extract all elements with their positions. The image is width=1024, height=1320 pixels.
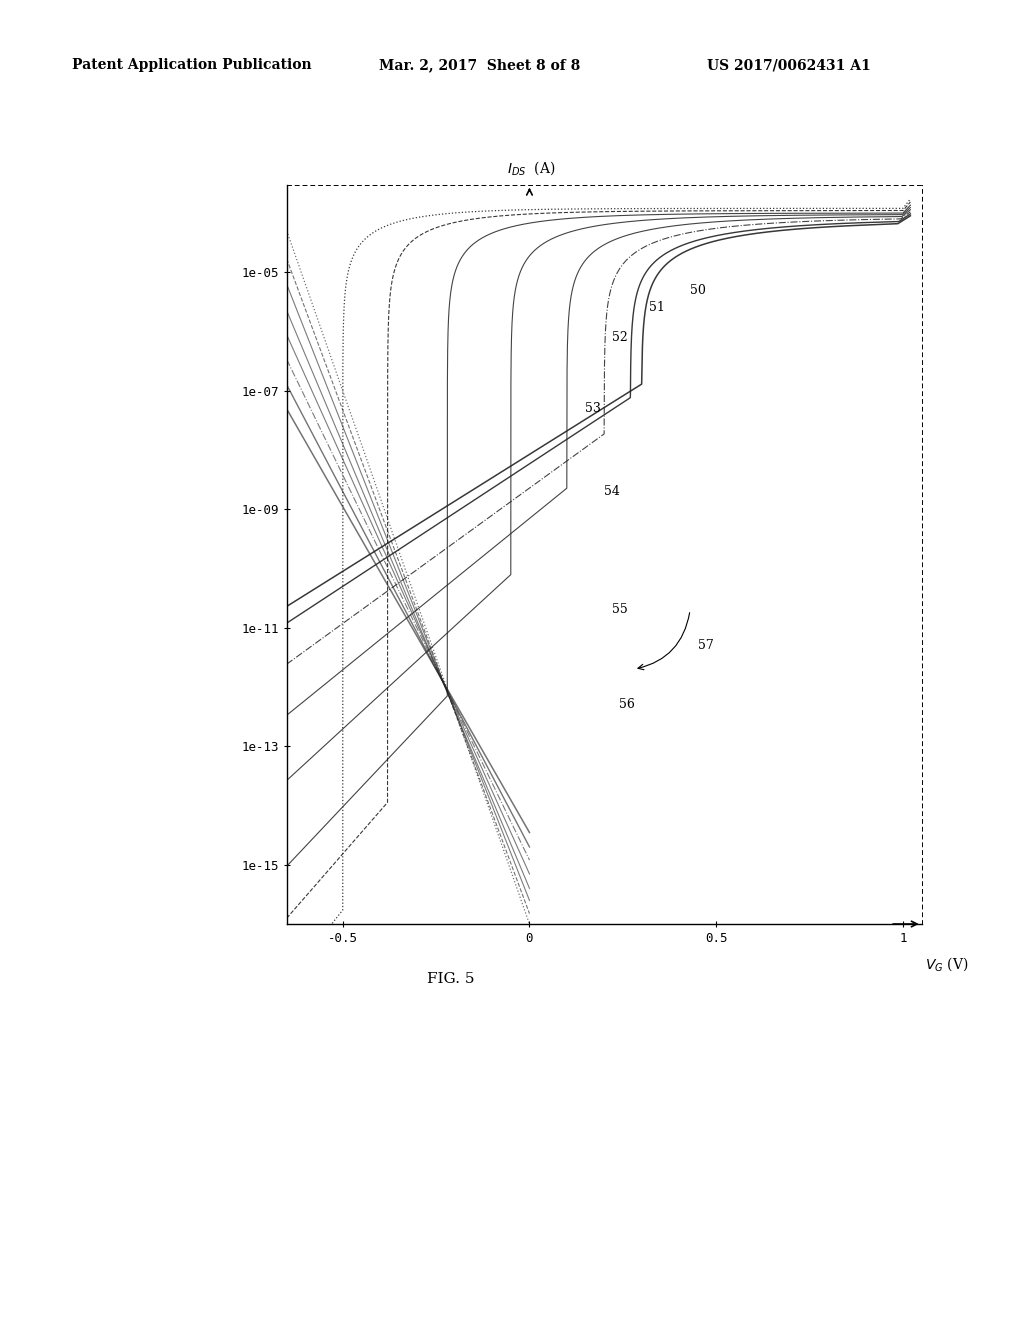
Text: 57: 57 [697,639,714,652]
Text: 53: 53 [586,403,601,414]
Text: FIG. 5: FIG. 5 [427,973,474,986]
Text: 51: 51 [649,301,665,314]
Text: 54: 54 [604,484,621,498]
Text: $V_G$ (V): $V_G$ (V) [926,954,969,973]
Text: 56: 56 [620,698,635,711]
Text: US 2017/0062431 A1: US 2017/0062431 A1 [707,58,870,73]
Text: 55: 55 [611,603,628,616]
Text: $I_{DS}$  (A): $I_{DS}$ (A) [507,160,556,177]
Text: 52: 52 [611,331,628,343]
Text: 50: 50 [690,284,706,297]
Text: Mar. 2, 2017  Sheet 8 of 8: Mar. 2, 2017 Sheet 8 of 8 [379,58,581,73]
Text: Patent Application Publication: Patent Application Publication [72,58,311,73]
